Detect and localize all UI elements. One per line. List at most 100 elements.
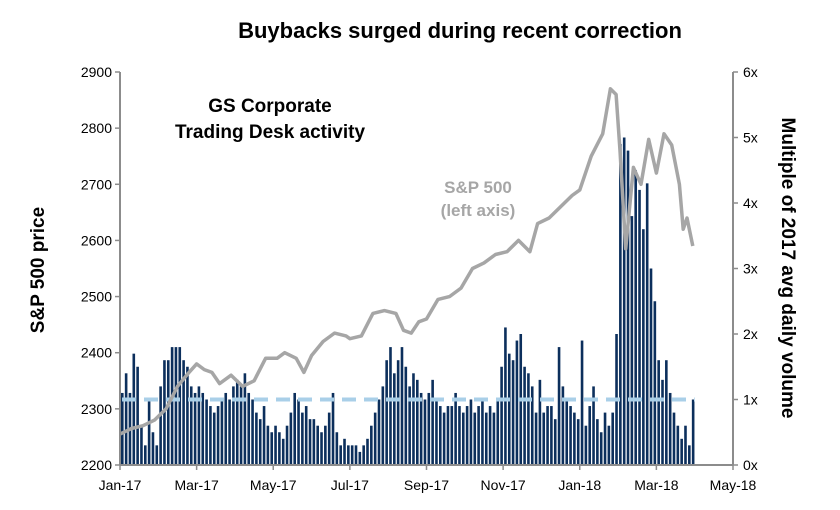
bar: [354, 445, 358, 465]
bar: [289, 412, 293, 465]
right-tick-label: 2x: [743, 326, 758, 342]
bar: [672, 412, 676, 465]
bar: [366, 438, 369, 465]
bar: [155, 445, 159, 465]
bar: [484, 412, 488, 465]
bar: [370, 425, 373, 465]
bar: [523, 366, 526, 465]
bar: [550, 406, 553, 465]
bar: [201, 392, 205, 465]
bar: [132, 353, 136, 465]
left-tick-label: 2700: [81, 176, 112, 192]
axes: 2200 2300 2400 2500 2600 2700 2800 2900 0x 1x 2x 3x…: [81, 64, 758, 493]
bar: [228, 399, 231, 465]
bar: [220, 399, 224, 465]
bar: [492, 412, 496, 465]
bar: [381, 386, 385, 465]
bar: [668, 392, 672, 465]
right-tick-label: 3x: [743, 261, 758, 277]
bar: [151, 432, 155, 465]
bar: [569, 406, 572, 465]
bar: [661, 379, 664, 465]
bar: [193, 392, 197, 465]
x-tick-label: Nov-17: [481, 477, 526, 493]
bar: [159, 386, 162, 465]
y-axis-left-label: S&P 500 price: [28, 207, 49, 333]
bar: [339, 445, 342, 465]
bar: [645, 183, 649, 465]
bar: [435, 399, 438, 465]
bar: [274, 425, 277, 465]
bar: [546, 406, 549, 465]
bar: [642, 229, 645, 465]
bar: [393, 373, 396, 465]
bar: [626, 150, 630, 465]
bar: [611, 412, 614, 465]
bar: [216, 406, 220, 465]
bar: [385, 360, 388, 465]
x-tick-label: Jan-18: [558, 477, 601, 493]
bar: [419, 392, 423, 465]
bar: [573, 412, 576, 465]
bar: [454, 392, 457, 465]
bar: [584, 425, 588, 465]
bar: [688, 445, 691, 465]
bar: [404, 366, 408, 465]
bar: [389, 347, 392, 465]
bar: [174, 347, 178, 465]
bar: [538, 379, 542, 465]
bar: [657, 360, 660, 465]
bar: [507, 353, 511, 465]
left-tick-label: 2300: [81, 401, 112, 417]
bar: [316, 425, 319, 465]
left-tick-label: 2500: [81, 289, 112, 305]
bar: [427, 392, 431, 465]
bar: [676, 425, 680, 465]
bar: [205, 399, 208, 465]
bar: [270, 432, 274, 465]
bar: [186, 366, 189, 465]
right-tick-label: 5x: [743, 130, 758, 146]
left-tick-label: 2600: [81, 232, 112, 248]
bar: [446, 406, 450, 465]
bar: [619, 144, 622, 466]
bar: [461, 412, 465, 465]
bar: [665, 360, 668, 465]
bar: [496, 399, 500, 465]
annotation-line-2: Trading Desk activity: [175, 122, 366, 143]
right-tick-label: 4x: [743, 195, 758, 211]
bar: [458, 406, 461, 465]
bar: [412, 373, 415, 465]
bar: [691, 399, 695, 465]
bar: [301, 412, 304, 465]
right-tick-label: 1x: [743, 392, 758, 408]
bar: [293, 392, 297, 465]
bar: [247, 392, 251, 465]
bar: [473, 412, 477, 465]
bar: [534, 412, 538, 465]
bar: [588, 406, 592, 465]
bar: [251, 399, 254, 465]
bar: [209, 406, 212, 465]
bar: [358, 451, 362, 465]
bar: [121, 392, 124, 465]
bar: [170, 347, 174, 465]
bar: [373, 412, 377, 465]
bar: [423, 399, 427, 465]
bar: [603, 412, 607, 465]
bar: [297, 399, 300, 465]
bar: [638, 189, 641, 465]
bar: [557, 347, 561, 465]
bar: [622, 137, 626, 465]
bar: [607, 425, 611, 465]
bar: [488, 406, 492, 465]
y-axis-right-label: Multiple of 2017 avg daily volume: [777, 118, 798, 419]
bar: [649, 268, 653, 465]
line-label-1: S&P 500: [444, 178, 512, 197]
bar: [400, 347, 404, 465]
bar: [224, 392, 228, 465]
bar: [243, 373, 247, 465]
x-tick-label: Mar-17: [174, 477, 219, 493]
bar: [530, 386, 534, 465]
